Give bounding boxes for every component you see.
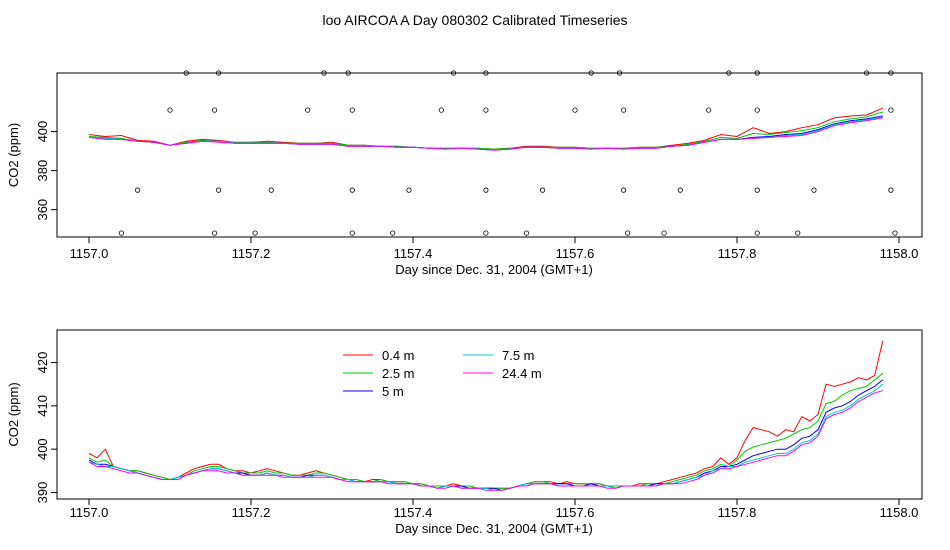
- data-point: [811, 187, 817, 193]
- x-tick-label: 1157.6: [556, 246, 595, 261]
- series-line-2: [88, 115, 883, 151]
- legend-label: 7.5 m: [502, 348, 535, 363]
- data-point: [888, 187, 894, 193]
- data-point: [888, 107, 894, 113]
- data-point: [135, 187, 141, 193]
- x-tick-label: 1158.0: [880, 246, 919, 261]
- data-point: [349, 230, 355, 236]
- data-point: [406, 187, 412, 193]
- data-point: [677, 187, 683, 193]
- plot-frame: [56, 72, 923, 238]
- y-tick-label: 400: [35, 438, 50, 460]
- data-point: [620, 107, 627, 113]
- data-point: [211, 230, 218, 236]
- data-point: [588, 70, 594, 76]
- y-axis-label: CO2 (ppm): [6, 382, 21, 446]
- data-point: [349, 187, 355, 193]
- data-point: [483, 107, 489, 113]
- data-point: [305, 107, 311, 113]
- y-tick-label: 410: [35, 395, 50, 417]
- data-point: [216, 187, 222, 193]
- series-line-0: [88, 107, 883, 150]
- legend-label: 24.4 m: [502, 366, 542, 381]
- data-point: [483, 187, 489, 193]
- data-point: [620, 187, 627, 193]
- x-tick-label: 1157.2: [232, 505, 271, 520]
- data-point: [616, 70, 623, 76]
- data-point: [183, 70, 189, 76]
- data-point: [539, 187, 546, 193]
- data-point: [754, 230, 760, 236]
- data-point: [892, 230, 898, 236]
- data-point: [625, 230, 631, 236]
- x-tick-label: 1157.0: [70, 246, 109, 261]
- data-point: [483, 70, 489, 76]
- data-point: [216, 70, 222, 76]
- y-tick-label: 380: [35, 160, 50, 182]
- data-point: [754, 107, 760, 113]
- series-line-3: [88, 116, 883, 151]
- x-tick-label: 1157.6: [556, 505, 595, 520]
- y-tick-label: 420: [35, 352, 50, 374]
- x-tick-label: 1157.8: [718, 246, 757, 261]
- data-point: [754, 70, 760, 76]
- x-tick-label: 1157.4: [394, 505, 433, 520]
- data-point: [345, 70, 351, 76]
- data-point: [268, 187, 274, 193]
- data-point: [450, 70, 457, 76]
- x-axis-label: Day since Dec. 31, 2004 (GMT+1): [395, 521, 593, 536]
- data-point: [167, 107, 173, 113]
- legend-label: 2.5 m: [382, 366, 415, 381]
- data-point: [754, 187, 760, 193]
- x-tick-label: 1158.0: [880, 505, 919, 520]
- data-point: [661, 230, 667, 236]
- data-point: [438, 107, 444, 113]
- legend-label: 5 m: [382, 384, 404, 399]
- data-point: [795, 230, 801, 236]
- x-tick-label: 1157.8: [718, 505, 757, 520]
- x-tick-label: 1157.4: [394, 246, 433, 261]
- bottom-panel: 1157.0 1157.2 1157.4 1157.6 1157.8 1158.0 Day …: [6, 329, 923, 536]
- data-point: [863, 70, 870, 76]
- legend-label: 0.4 m: [382, 348, 415, 363]
- data-point: [321, 70, 327, 76]
- x-tick-label: 1157.2: [232, 246, 271, 261]
- top-panel: 1157.0 1157.2 1157.4 1157.6 1157.8 1158.0 Day …: [6, 70, 923, 277]
- series-line-4: [88, 117, 883, 151]
- x-tick-label: 1157.0: [70, 505, 109, 520]
- data-point: [726, 70, 732, 76]
- data-point: [211, 107, 218, 113]
- data-point: [349, 107, 355, 113]
- data-point: [483, 230, 489, 236]
- data-point: [888, 70, 894, 76]
- y-axis-label: CO2 (ppm): [6, 123, 21, 187]
- x-axis-label: Day since Dec. 31, 2004 (GMT+1): [395, 262, 593, 277]
- data-point: [390, 230, 396, 236]
- series-line-5m: [88, 379, 884, 491]
- data-point: [523, 230, 530, 236]
- data-point: [252, 230, 258, 236]
- data-point: [572, 107, 578, 113]
- series-line-0.4m: [88, 340, 884, 489]
- y-tick-label: 390: [35, 482, 50, 504]
- chart-title: loo AIRCOA A Day 080302 Calibrated Times…: [322, 12, 628, 28]
- y-tick-label: 400: [35, 121, 50, 143]
- series-line-7.5m: [88, 383, 884, 491]
- data-point: [706, 107, 712, 113]
- data-point: [118, 230, 125, 236]
- series-line-24.4m: [88, 390, 883, 491]
- series-line-1: [88, 111, 883, 150]
- y-tick-label: 360: [35, 199, 50, 221]
- plot-frame: [56, 329, 923, 500]
